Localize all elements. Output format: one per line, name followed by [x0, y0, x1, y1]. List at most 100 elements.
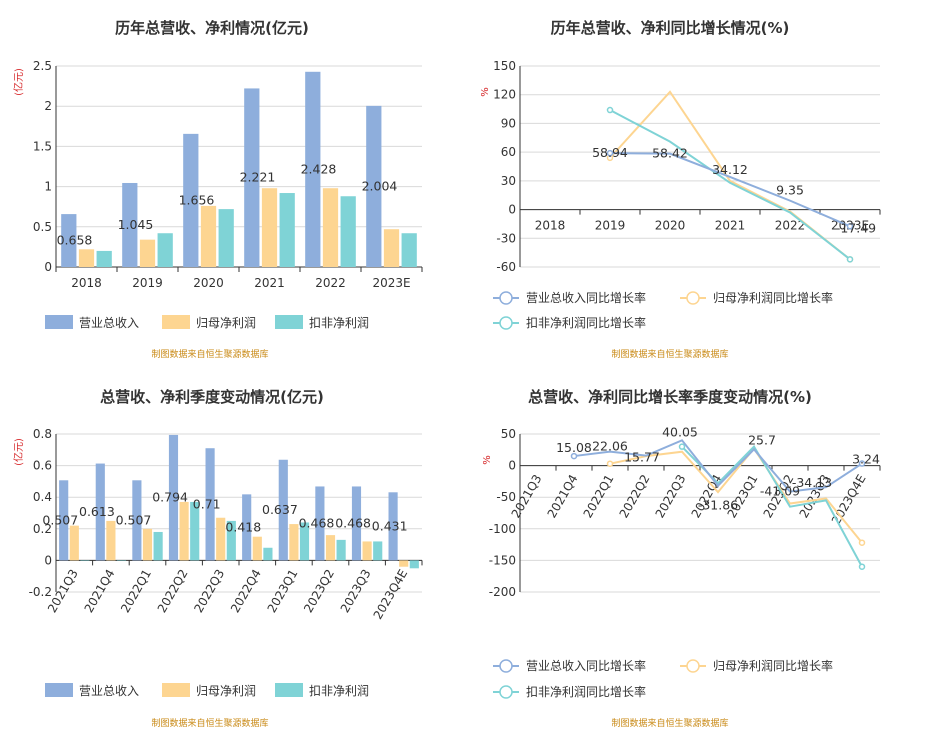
bar-revenue[interactable] [122, 182, 138, 267]
bar-revenue[interactable] [366, 105, 382, 267]
data-label: 15.08 [556, 440, 592, 455]
series-point-start[interactable] [606, 106, 614, 114]
bar-deducted-profit[interactable] [340, 196, 356, 267]
legend-marker [499, 659, 513, 673]
series-line-revenue[interactable] [573, 439, 863, 493]
bar-deducted-profit[interactable] [157, 233, 173, 267]
bar-deducted-profit[interactable] [218, 209, 234, 267]
y-tick-label: 90 [501, 116, 516, 130]
bar-net-profit[interactable] [399, 560, 409, 567]
legend[interactable]: 营业总收入 归母净利润 扣非净利润 [45, 683, 369, 698]
legend-item[interactable]: 营业总收入 [45, 683, 139, 698]
legend-item[interactable]: 归母净利润 [162, 683, 256, 698]
bar-revenue[interactable] [242, 494, 252, 561]
legend-label: 扣非净利润 [309, 316, 369, 330]
bar-net-profit[interactable] [78, 249, 95, 267]
y-axis-unit: (亿元) [12, 438, 25, 466]
bar-net-profit[interactable] [322, 188, 339, 267]
data-label: 0.418 [225, 519, 261, 534]
chart-quarterly-growth-line: 总营收、净利同比增长率季度变动情况(%) % -200 -150 -100 -50 0 5… [482, 388, 881, 729]
chart-title: 总营收、净利季度变动情况(亿元) [100, 388, 324, 406]
bar-revenue[interactable] [351, 486, 362, 561]
series-line-net-profit[interactable] [609, 446, 863, 544]
legend-label: 营业总收入同比增长率 [526, 658, 646, 673]
legend[interactable]: 营业总收入 归母净利润 扣非净利润 [45, 315, 369, 330]
bar-revenue[interactable] [132, 480, 142, 561]
bar-revenue[interactable] [205, 448, 215, 561]
bar-deducted-profit[interactable] [116, 560, 127, 561]
bar-deducted-profit[interactable] [96, 250, 112, 267]
plot-area: 0 0.5 1 1.5 2 2.5 2018 2019 2020 2021 2022 2023E 0.6… [33, 59, 423, 290]
legend-item[interactable]: 归母净利润同比增长率 [680, 290, 833, 305]
legend-item[interactable]: 营业总收入同比增长率 [493, 658, 646, 673]
x-tick-label: 2022Q1 [118, 567, 154, 615]
legend-item[interactable]: 扣非净利润 [275, 315, 369, 330]
bar-net-profit[interactable] [252, 536, 262, 561]
series-point-end[interactable] [858, 539, 866, 546]
bar-revenue[interactable] [305, 71, 321, 267]
bar-deducted-profit[interactable] [190, 501, 200, 561]
bar-deducted-profit[interactable] [409, 560, 419, 569]
bar-net-profit[interactable] [362, 541, 372, 561]
bar-net-profit[interactable] [261, 188, 278, 267]
y-tick-label: 0.5 [33, 220, 52, 234]
bar-net-profit[interactable] [69, 525, 79, 561]
bar-net-profit[interactable] [289, 524, 299, 561]
bar-deducted-profit[interactable] [153, 531, 163, 561]
series-point-end[interactable] [846, 223, 854, 230]
legend-swatch [162, 315, 190, 329]
bar-revenue[interactable] [59, 480, 69, 561]
bar-net-profit[interactable] [383, 229, 400, 267]
series-point-start[interactable] [606, 149, 614, 157]
legend-marker [499, 685, 513, 699]
legend-item[interactable]: 扣非净利润 [275, 683, 369, 698]
legend-item[interactable]: 营业总收入 [45, 315, 139, 330]
bar-deducted-profit[interactable] [373, 541, 383, 561]
series-point-start[interactable] [606, 460, 614, 467]
bar-deducted-profit[interactable] [299, 522, 310, 561]
bar-revenue[interactable] [95, 463, 105, 561]
bar-revenue[interactable] [278, 459, 288, 561]
legend-item[interactable]: 归母净利润同比增长率 [680, 658, 833, 673]
legend-item[interactable]: 营业总收入同比增长率 [493, 290, 646, 305]
bar-deducted-profit[interactable] [401, 233, 417, 267]
x-tick-label: 2021 [254, 276, 285, 290]
legend-item[interactable]: 扣非净利润同比增长率 [493, 315, 646, 330]
bar-revenue[interactable] [244, 88, 260, 267]
bar-deducted-profit[interactable] [80, 560, 90, 561]
data-label: 0.468 [335, 515, 371, 530]
legend-swatch [275, 683, 303, 697]
bar-deducted-profit[interactable] [226, 520, 236, 561]
bar-deducted-profit[interactable] [336, 539, 346, 561]
bar-net-profit[interactable] [179, 501, 189, 561]
series-point-end[interactable] [846, 256, 854, 263]
series-line-deducted-profit[interactable] [609, 109, 851, 261]
bar-revenue[interactable] [168, 434, 179, 561]
legend-item[interactable]: 扣非净利润同比增长率 [493, 684, 646, 699]
bar-revenue[interactable] [388, 492, 398, 561]
chart-annual-bar: 历年总营收、净利情况(亿元) (亿元) 0 0.5 1 1.5 2 2.5 2018 2019… [12, 19, 423, 360]
bar-net-profit[interactable] [200, 205, 217, 267]
bar-deducted-profit[interactable] [263, 547, 273, 561]
series-line-revenue[interactable] [609, 152, 851, 228]
series-point-start[interactable] [678, 443, 686, 450]
series-point-start[interactable] [570, 452, 578, 460]
bar-net-profit[interactable] [139, 239, 156, 267]
bar-net-profit[interactable] [106, 520, 116, 561]
bar-net-profit[interactable] [216, 517, 226, 561]
series-point-end[interactable] [858, 563, 866, 570]
series-point-end[interactable] [858, 460, 866, 467]
bar-deducted-profit[interactable] [279, 193, 295, 267]
bar-revenue[interactable] [61, 214, 77, 267]
bar-net-profit[interactable] [142, 528, 153, 561]
bar-revenue[interactable] [183, 133, 199, 267]
y-tick-label: 30 [501, 174, 516, 188]
bar-revenue[interactable] [315, 486, 325, 561]
bar-net-profit[interactable] [325, 535, 336, 561]
legend-swatch [45, 683, 73, 697]
legend-item[interactable]: 归母净利润 [162, 315, 256, 330]
x-tick-label: 2018 [535, 219, 566, 233]
